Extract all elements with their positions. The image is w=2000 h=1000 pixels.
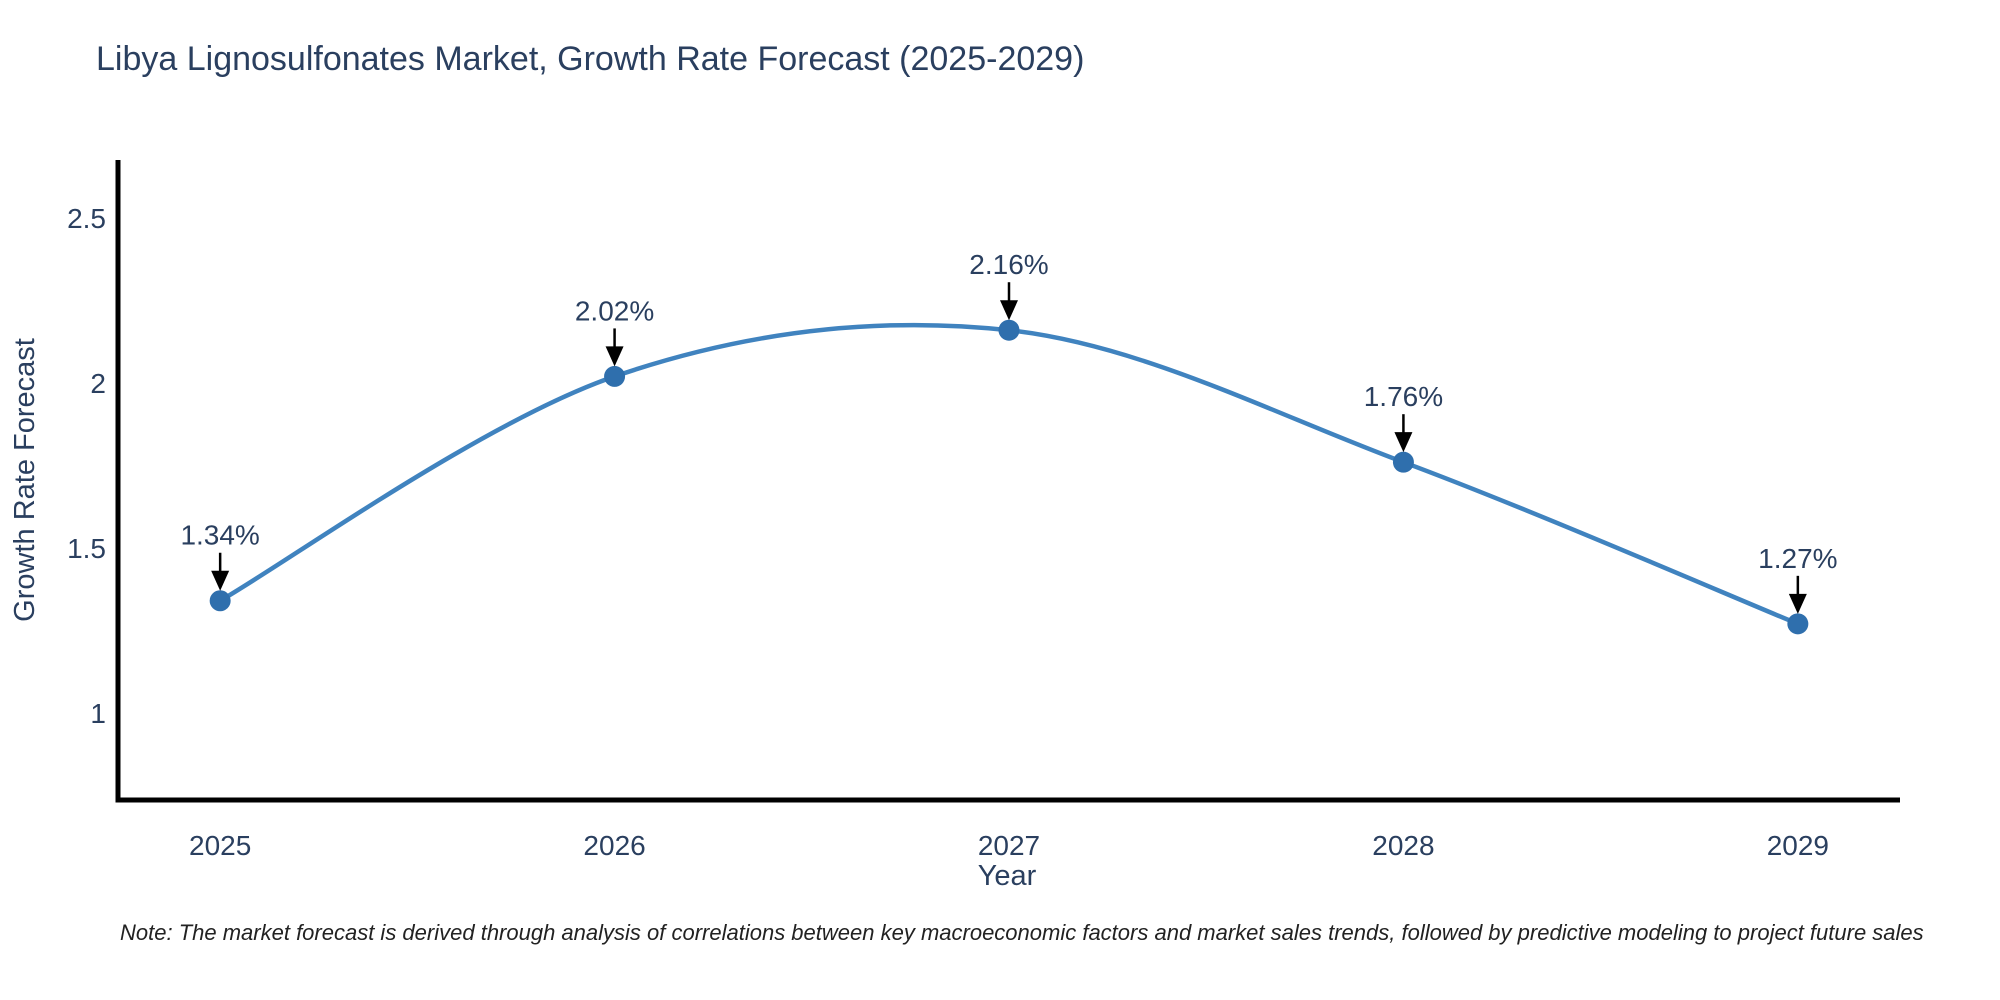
y-tick-label: 1	[90, 698, 106, 729]
footnote: Note: The market forecast is derived thr…	[120, 920, 1924, 945]
y-tick-label: 2	[90, 368, 106, 399]
x-tick-label: 2025	[189, 830, 251, 861]
point-annotation: 1.76%	[1364, 381, 1443, 412]
x-tick-label: 2029	[1767, 830, 1829, 861]
data-point-marker	[998, 319, 1020, 341]
y-axis-title: Growth Rate Forecast	[9, 338, 41, 622]
x-tick-label: 2027	[978, 830, 1040, 861]
chart-title: Libya Lignosulfonates Market, Growth Rat…	[96, 40, 1085, 78]
x-axis-title: Year	[977, 860, 1037, 892]
x-tick-label: 2028	[1372, 830, 1434, 861]
point-annotation: 2.16%	[969, 249, 1048, 280]
series-line	[219, 322, 1799, 626]
data-point-marker	[604, 365, 626, 387]
data-point-marker	[1787, 613, 1809, 635]
annotation-arrowhead	[1788, 593, 1807, 614]
annotation-arrowhead	[605, 346, 624, 367]
annotation-arrowhead	[1000, 300, 1018, 321]
annotation-arrowhead	[211, 570, 230, 591]
data-point-marker	[1392, 451, 1414, 473]
x-tick-label: 2026	[583, 830, 645, 861]
y-tick-label: 1.5	[67, 533, 106, 564]
data-point-marker	[209, 590, 231, 612]
point-annotation: 1.34%	[180, 520, 259, 551]
y-tick-label: 2.5	[67, 203, 106, 234]
point-annotation: 1.27%	[1758, 543, 1837, 574]
point-annotation: 2.02%	[575, 295, 654, 326]
annotation-arrowhead	[1394, 432, 1413, 453]
